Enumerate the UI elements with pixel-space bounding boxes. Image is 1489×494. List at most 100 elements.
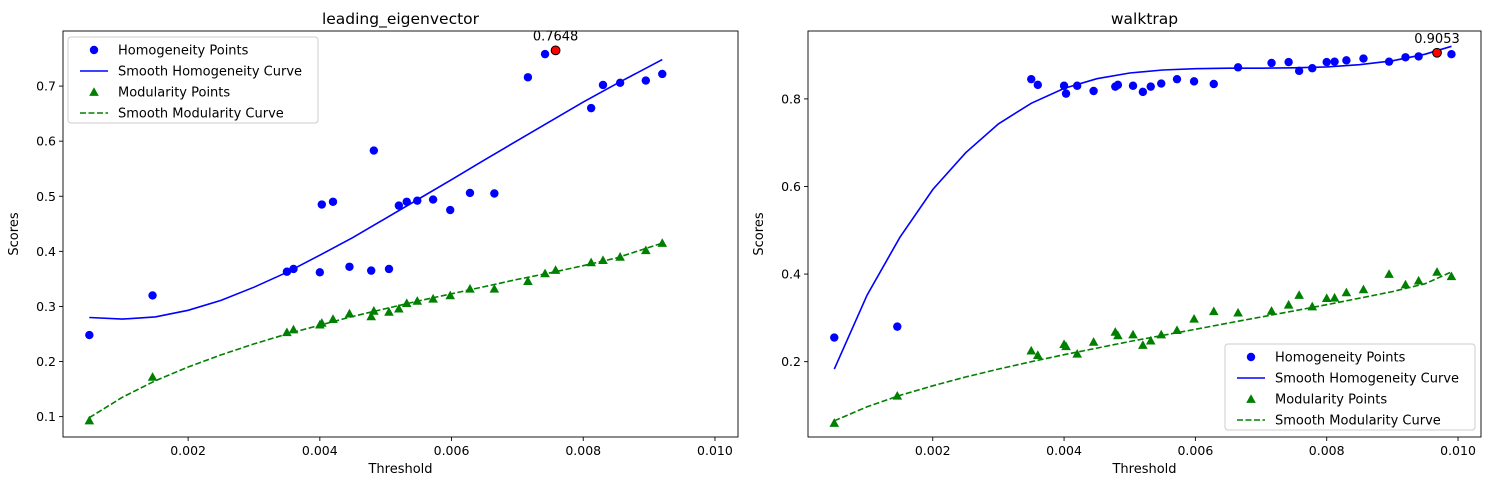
max-point-marker	[1432, 47, 1442, 58]
y-tick-label: 0.4	[781, 267, 801, 282]
homogeneity-smooth-curve	[833, 45, 1452, 370]
y-tick-label: 0.7	[36, 79, 56, 94]
homogeneity-point	[1294, 66, 1304, 76]
legend-label: Smooth Homogeneity Curve	[118, 65, 302, 80]
x-tick-label: 0.004	[1046, 443, 1082, 458]
y-tick-label: 0.2	[781, 354, 801, 369]
legend-label: Smooth Modularity Curve	[1275, 414, 1441, 429]
x-tick-label: 0.006	[434, 443, 470, 458]
homogeneity-point	[1233, 63, 1243, 72]
legend-frame	[67, 36, 319, 124]
x-tick-label: 0.010	[1440, 443, 1476, 458]
legend: Homogeneity Points Smooth Homogeneity Cur…	[67, 36, 319, 124]
homogeneity-point	[394, 201, 404, 210]
legend-circle-swatch	[89, 45, 99, 55]
modularity-point	[1072, 348, 1082, 358]
legend-label: Homogeneity Points	[118, 44, 249, 59]
modularity-point	[1384, 269, 1394, 278]
max-point-label: 0.9053	[1414, 32, 1460, 47]
modularity-point	[1233, 307, 1243, 317]
homogeneity-point	[315, 268, 325, 277]
modularity-point	[523, 276, 533, 285]
x-tick-label: 0.010	[697, 443, 733, 458]
modularity-point	[598, 255, 608, 265]
modularity-point	[445, 290, 456, 300]
legend: Homogeneity Points Smooth Homogeneity Cur…	[1224, 343, 1476, 431]
legend-triangle-swatch	[89, 87, 99, 96]
x-tick-label: 0.002	[915, 443, 951, 458]
homogeneity-point	[490, 189, 499, 198]
modularity-point	[1033, 350, 1043, 359]
modularity-point	[1358, 284, 1369, 294]
y-tick-label: 0.5	[36, 189, 56, 204]
modularity-point	[1128, 329, 1138, 339]
homogeneity-point	[830, 333, 839, 342]
modularity-point	[328, 314, 338, 323]
modularity-smooth-curve	[833, 271, 1452, 422]
homogeneity-point	[384, 264, 394, 274]
homogeneity-point	[540, 49, 550, 59]
y-tick-label: 0.6	[781, 179, 801, 194]
modularity-point	[540, 268, 550, 278]
homogeneity-point	[1157, 79, 1166, 88]
y-axis-label: Scores	[7, 212, 22, 255]
modularity-point	[1088, 337, 1099, 346]
homogeneity-point	[1308, 64, 1317, 73]
homogeneity-point	[1189, 77, 1199, 86]
homogeneity-point	[446, 205, 455, 215]
legend-label: Modularity Points	[1275, 393, 1387, 408]
x-tick-label: 0.002	[170, 443, 206, 458]
legend-triangle-swatch	[1246, 394, 1256, 403]
modularity-point	[84, 415, 95, 425]
y-tick-label: 0.6	[36, 134, 56, 149]
modularity-point	[1294, 290, 1304, 299]
modularity-point	[465, 284, 475, 293]
modularity-point	[1145, 335, 1156, 345]
homogeneity-point	[1061, 89, 1071, 98]
modularity-point	[641, 245, 651, 255]
homogeneity-point	[1342, 56, 1351, 65]
homogeneity-point	[1128, 81, 1138, 90]
homogeneity-point	[369, 146, 379, 155]
modularity-point	[1432, 267, 1442, 276]
x-axis-label: Threshold	[1111, 462, 1176, 477]
modularity-point	[366, 311, 376, 321]
chart-panel-leading-eigenvector: 0.002 0.004 0.006 0.008 0.010 0.1 0.2 0.3 0.4 0.5…	[7, 10, 739, 477]
y-tick-label: 0.4	[36, 244, 56, 259]
modularity-point	[1400, 279, 1411, 289]
homogeneity-point	[1146, 82, 1155, 91]
chart-title: leading_eigenvector	[322, 10, 480, 29]
modularity-point	[657, 238, 668, 247]
modularity-point	[1341, 287, 1352, 297]
modularity-point	[1189, 313, 1199, 323]
homogeneity-point	[1113, 80, 1123, 90]
homogeneity-point	[523, 73, 533, 82]
modularity-point	[829, 418, 840, 427]
plot-frame	[62, 30, 739, 438]
homogeneity-point	[317, 200, 327, 209]
homogeneity-point	[1089, 86, 1098, 96]
homogeneity-point	[328, 197, 338, 206]
chart-title: walktrap	[1111, 10, 1178, 28]
y-axis-label: Scores	[752, 212, 767, 255]
y-tick-label: 0.8	[781, 91, 801, 106]
modularity-point	[1446, 271, 1457, 281]
legend-circle-swatch	[1246, 352, 1256, 362]
max-point-label: 0.7648	[533, 29, 579, 44]
y-tick-label: 0.3	[36, 299, 56, 314]
legend-label: Modularity Points	[118, 86, 230, 101]
modularity-point	[1283, 299, 1294, 309]
x-tick-label: 0.006	[1177, 443, 1213, 458]
homogeneity-point	[148, 291, 157, 300]
modularity-point	[344, 308, 355, 318]
homogeneity-point	[1330, 57, 1339, 66]
modularity-point	[1329, 292, 1340, 302]
y-tick-label: 0.1	[36, 409, 56, 424]
modularity-point	[384, 307, 394, 316]
homogeneity-point	[465, 188, 475, 198]
x-tick-label: 0.008	[1309, 443, 1345, 458]
homogeneity-point	[641, 76, 651, 85]
modularity-point	[1208, 306, 1219, 316]
modularity-smooth-curve	[88, 242, 663, 419]
